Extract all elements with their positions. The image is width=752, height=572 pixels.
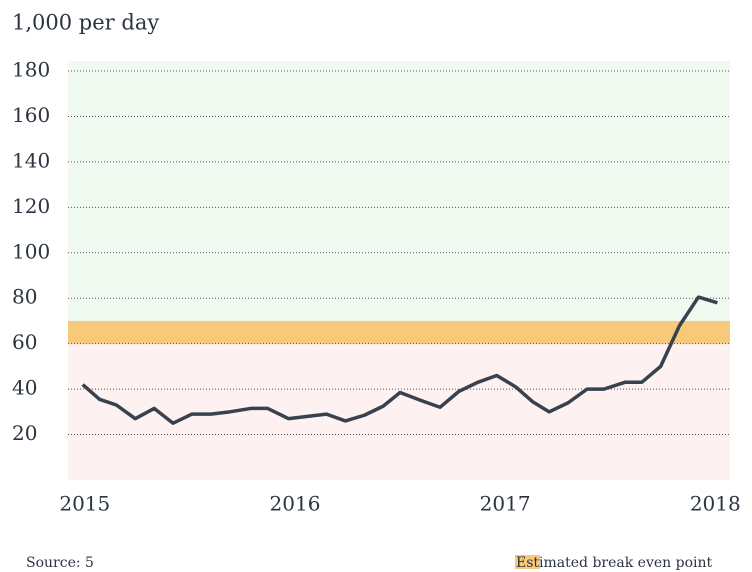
- source: Source: 5: [26, 555, 94, 571]
- y-tick-label: 80: [12, 285, 37, 309]
- y-tick-label: 60: [12, 330, 37, 354]
- legend-swatch: [515, 555, 540, 569]
- y-tick-label: 120: [12, 194, 50, 218]
- x-tick-label: 2017: [480, 492, 531, 516]
- y-tick-label: 160: [12, 103, 50, 127]
- break-even-band: [68, 320, 730, 344]
- y-tick-label: 180: [12, 58, 50, 82]
- y-axis-label: 1,000 per day: [12, 11, 159, 35]
- x-tick-label: 2016: [270, 492, 321, 516]
- x-tick-label: 2015: [59, 492, 110, 516]
- y-tick-label: 40: [12, 376, 37, 400]
- below-band-area: [68, 343, 730, 480]
- y-tick-label: 100: [12, 239, 50, 263]
- y-tick-label: 20: [12, 421, 37, 445]
- above-band-area: [68, 61, 730, 321]
- x-tick-label: 2018: [690, 492, 741, 516]
- legend-label: Estimated break even point: [516, 555, 713, 571]
- y-tick-label: 140: [12, 148, 50, 172]
- data-line: [81, 295, 718, 425]
